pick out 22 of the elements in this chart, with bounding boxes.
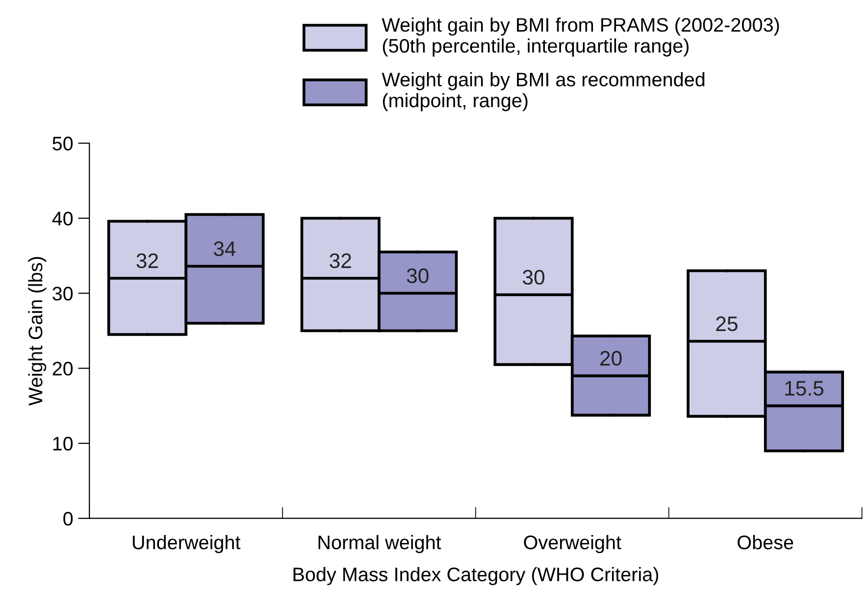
text: 34 xyxy=(214,241,236,256)
y-tick-label: 30 xyxy=(52,286,73,301)
y-tick-label: 50 xyxy=(52,136,73,150)
text: 32 xyxy=(136,253,158,268)
text: 15.5 xyxy=(785,381,824,396)
x-tick-label: Overweight xyxy=(524,535,622,554)
y-tick-label: 20 xyxy=(52,362,73,376)
legend-label: Weight gain by BMI from PRAMS (2002-2003) (50th percentile, interquartile range) xyxy=(382,18,779,57)
text: 25 xyxy=(716,316,738,332)
text: 30 xyxy=(406,268,428,284)
legend-label: Weight gain by BMI as recommended (midpoint, range) xyxy=(382,72,704,112)
y-axis-title: Weight Gain (lbs) xyxy=(28,257,46,406)
y-tick-label: 0 xyxy=(63,512,73,526)
x-tick-label: Normal weight xyxy=(318,535,442,554)
text: 20 xyxy=(600,350,622,366)
y-tick-label: 40 xyxy=(52,212,73,226)
x-tick-label: Obese xyxy=(738,535,794,550)
text: 32 xyxy=(330,253,352,268)
x-tick-label: Underweight xyxy=(132,535,240,554)
y-tick-label: 10 xyxy=(53,436,73,451)
text: 30 xyxy=(522,270,544,285)
x-axis-title: Body Mass Index Category (WHO Criteria) xyxy=(294,567,658,586)
